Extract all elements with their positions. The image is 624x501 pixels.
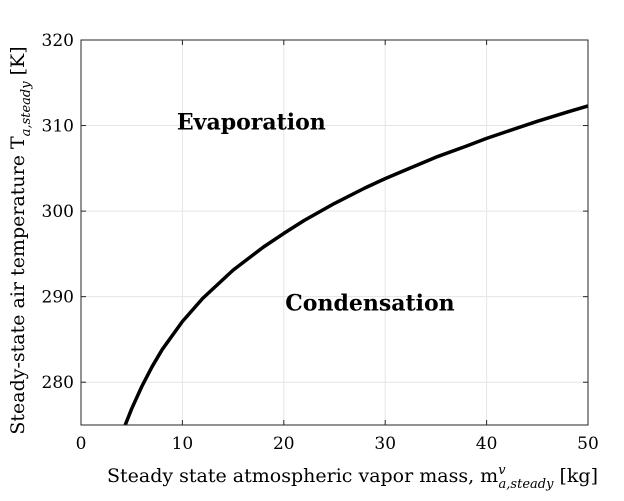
series-line: [123, 104, 589, 426]
y-ticks: 280 290 300 310 320: [42, 31, 588, 393]
region-label: Evaporation: [177, 109, 326, 135]
series-group: [123, 104, 589, 426]
x-tick-label: 0: [76, 434, 87, 454]
y-tick-label: 290: [42, 288, 74, 308]
y-tick-label: 320: [42, 31, 74, 51]
x-tick-label: 40: [476, 434, 498, 454]
grid-lines: [80, 39, 589, 425]
x-tick-label: 50: [577, 434, 599, 454]
y-axis-label: Steady-state air temperature Ta,steady […: [7, 46, 34, 434]
x-tick-label: 20: [273, 434, 295, 454]
y-tick-label: 280: [42, 373, 74, 393]
annotations: Evaporation Condensation: [177, 109, 455, 316]
x-axis-label: Steady state atmospheric vapor mass, mv a…: [107, 463, 598, 492]
region-label: Condensation: [285, 291, 454, 317]
x-ticks: 0 10 20 30 40 50: [76, 40, 599, 454]
plot-frame: [80, 39, 589, 426]
x-tick-label: 30: [374, 434, 396, 454]
x-tick-label: 10: [172, 434, 194, 454]
y-tick-label: 310: [42, 117, 74, 137]
y-tick-label: 300: [42, 202, 74, 222]
